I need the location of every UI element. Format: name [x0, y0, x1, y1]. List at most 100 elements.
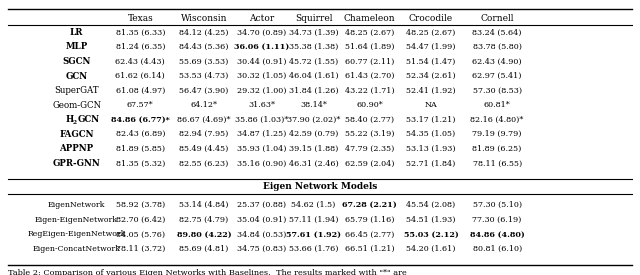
- Text: 45.54 (2.08): 45.54 (2.08): [406, 201, 456, 209]
- Text: 61.62 (6.14): 61.62 (6.14): [115, 72, 165, 80]
- Text: 67.28 (2.21): 67.28 (2.21): [342, 201, 397, 209]
- Text: 25.37 (0.88): 25.37 (0.88): [237, 201, 286, 209]
- Text: 64.12*: 64.12*: [191, 101, 218, 109]
- Text: Wisconsin: Wisconsin: [180, 14, 227, 23]
- Text: 30.32 (1.05): 30.32 (1.05): [237, 72, 286, 80]
- Text: 62.97 (5.41): 62.97 (5.41): [472, 72, 522, 80]
- Text: 54.51 (1.93): 54.51 (1.93): [406, 216, 456, 224]
- Text: 82.70 (6.42): 82.70 (6.42): [116, 216, 165, 224]
- Text: 31.63*: 31.63*: [248, 101, 275, 109]
- Text: 86.67 (4.69)*: 86.67 (4.69)*: [177, 116, 231, 124]
- Text: 39.15 (1.88): 39.15 (1.88): [289, 145, 339, 153]
- Text: 31.84 (1.26): 31.84 (1.26): [289, 87, 339, 95]
- Text: 84.05 (5.76): 84.05 (5.76): [116, 230, 165, 238]
- Text: 34.70 (0.89): 34.70 (0.89): [237, 28, 286, 36]
- Text: Squirrel: Squirrel: [295, 14, 332, 23]
- Text: EigenNetwork: EigenNetwork: [48, 201, 106, 209]
- Text: 82.94 (7.95): 82.94 (7.95): [179, 130, 228, 138]
- Text: 51.54 (1.47): 51.54 (1.47): [406, 57, 456, 65]
- Text: 53.17 (1.21): 53.17 (1.21): [406, 116, 456, 124]
- Text: SuperGAT: SuperGAT: [54, 86, 99, 95]
- Text: 60.90*: 60.90*: [356, 101, 383, 109]
- Text: 58.92 (3.78): 58.92 (3.78): [116, 201, 165, 209]
- Text: 48.25 (2.67): 48.25 (2.67): [406, 28, 456, 36]
- Text: 66.45 (2.77): 66.45 (2.77): [345, 230, 394, 238]
- Text: 57.61 (1.92): 57.61 (1.92): [286, 230, 341, 238]
- Text: 81.35 (6.33): 81.35 (6.33): [116, 28, 165, 36]
- Text: 52.34 (2.61): 52.34 (2.61): [406, 72, 456, 80]
- Text: 35.86 (1.03)*: 35.86 (1.03)*: [235, 116, 288, 124]
- Text: 65.79 (1.16): 65.79 (1.16): [345, 216, 394, 224]
- Text: 62.59 (2.04): 62.59 (2.04): [345, 160, 394, 167]
- Text: 36.06 (1.11): 36.06 (1.11): [234, 43, 289, 51]
- Text: 38.14*: 38.14*: [300, 101, 327, 109]
- Text: 35.16 (0.90): 35.16 (0.90): [237, 160, 286, 167]
- Text: Eigen Network Models: Eigen Network Models: [263, 182, 377, 191]
- Text: RegEigen-EigenNetwork: RegEigen-EigenNetwork: [28, 230, 126, 238]
- Text: 54.62 (1.5): 54.62 (1.5): [291, 201, 336, 209]
- Text: 55.69 (3.53): 55.69 (3.53): [179, 57, 228, 65]
- Text: 81.89 (6.25): 81.89 (6.25): [472, 145, 522, 153]
- Text: FAGCN: FAGCN: [60, 130, 94, 139]
- Text: 57.11 (1.94): 57.11 (1.94): [289, 216, 339, 224]
- Text: 37.90 (2.02)*: 37.90 (2.02)*: [287, 116, 340, 124]
- Text: H: H: [65, 115, 74, 124]
- Text: 81.24 (6.35): 81.24 (6.35): [116, 43, 165, 51]
- Text: 78.11 (3.72): 78.11 (3.72): [116, 245, 165, 253]
- Text: 82.75 (4.79): 82.75 (4.79): [179, 216, 228, 224]
- Text: GPR-GNN: GPR-GNN: [52, 159, 100, 168]
- Text: Eigen-ConcatNetwork: Eigen-ConcatNetwork: [33, 245, 120, 253]
- Text: 52.41 (1.92): 52.41 (1.92): [406, 87, 456, 95]
- Text: Texas: Texas: [127, 14, 153, 23]
- Text: 46.31 (2.46): 46.31 (2.46): [289, 160, 339, 167]
- Text: 83.24 (5.64): 83.24 (5.64): [472, 28, 522, 36]
- Text: 54.35 (1.05): 54.35 (1.05): [406, 130, 456, 138]
- Text: 30.44 (0.91): 30.44 (0.91): [237, 57, 286, 65]
- Text: 56.47 (3.90): 56.47 (3.90): [179, 87, 228, 95]
- Text: GCN: GCN: [78, 115, 100, 124]
- Text: 55.03 (2.12): 55.03 (2.12): [403, 230, 458, 238]
- Text: 66.51 (1.21): 66.51 (1.21): [345, 245, 394, 253]
- Text: 52.71 (1.84): 52.71 (1.84): [406, 160, 456, 167]
- Text: 34.73 (1.39): 34.73 (1.39): [289, 28, 339, 36]
- Text: 84.86 (4.80): 84.86 (4.80): [470, 230, 525, 238]
- Text: 53.14 (4.84): 53.14 (4.84): [179, 201, 228, 209]
- Text: 48.25 (2.67): 48.25 (2.67): [345, 28, 394, 36]
- Text: 89.80 (4.22): 89.80 (4.22): [177, 230, 231, 238]
- Text: 67.57*: 67.57*: [127, 101, 154, 109]
- Text: Cornell: Cornell: [481, 14, 514, 23]
- Text: 55.22 (3.19): 55.22 (3.19): [345, 130, 394, 138]
- Text: Chameleon: Chameleon: [344, 14, 396, 23]
- Text: 2: 2: [72, 120, 76, 125]
- Text: 81.89 (5.85): 81.89 (5.85): [116, 145, 165, 153]
- Text: Actor: Actor: [249, 14, 274, 23]
- Text: 34.87 (1.25): 34.87 (1.25): [237, 130, 286, 138]
- Text: SGCN: SGCN: [62, 57, 91, 66]
- Text: 84.12 (4.25): 84.12 (4.25): [179, 28, 228, 36]
- Text: Crocodile: Crocodile: [409, 14, 453, 23]
- Text: 54.20 (1.61): 54.20 (1.61): [406, 245, 456, 253]
- Text: 45.72 (1.55): 45.72 (1.55): [289, 57, 339, 65]
- Text: 35.04 (0.91): 35.04 (0.91): [237, 216, 286, 224]
- Text: Geom-GCN: Geom-GCN: [52, 101, 101, 110]
- Text: Table 2: Comparison of various Eigen Networks with Baselines.  The results marke: Table 2: Comparison of various Eigen Net…: [8, 269, 406, 275]
- Text: 82.16 (4.80)*: 82.16 (4.80)*: [470, 116, 524, 124]
- Text: 35.38 (1.38): 35.38 (1.38): [289, 43, 339, 51]
- Text: 85.49 (4.45): 85.49 (4.45): [179, 145, 228, 153]
- Text: 61.43 (2.70): 61.43 (2.70): [345, 72, 394, 80]
- Text: 29.32 (1.00): 29.32 (1.00): [237, 87, 286, 95]
- Text: 35.93 (1.04): 35.93 (1.04): [237, 145, 286, 153]
- Text: 51.64 (1.89): 51.64 (1.89): [345, 43, 394, 51]
- Text: 53.53 (4.73): 53.53 (4.73): [179, 72, 228, 80]
- Text: 42.59 (0.79): 42.59 (0.79): [289, 130, 339, 138]
- Text: 47.79 (2.35): 47.79 (2.35): [345, 145, 394, 153]
- Text: 82.43 (6.89): 82.43 (6.89): [116, 130, 165, 138]
- Text: MLP: MLP: [65, 42, 88, 51]
- Text: 82.55 (6.23): 82.55 (6.23): [179, 160, 228, 167]
- Text: LR: LR: [70, 28, 83, 37]
- Text: 57.30 (5.10): 57.30 (5.10): [472, 201, 522, 209]
- Text: 62.43 (4.90): 62.43 (4.90): [472, 57, 522, 65]
- Text: APPNP: APPNP: [60, 144, 93, 153]
- Text: 57.30 (8.53): 57.30 (8.53): [472, 87, 522, 95]
- Text: GCN: GCN: [65, 72, 88, 81]
